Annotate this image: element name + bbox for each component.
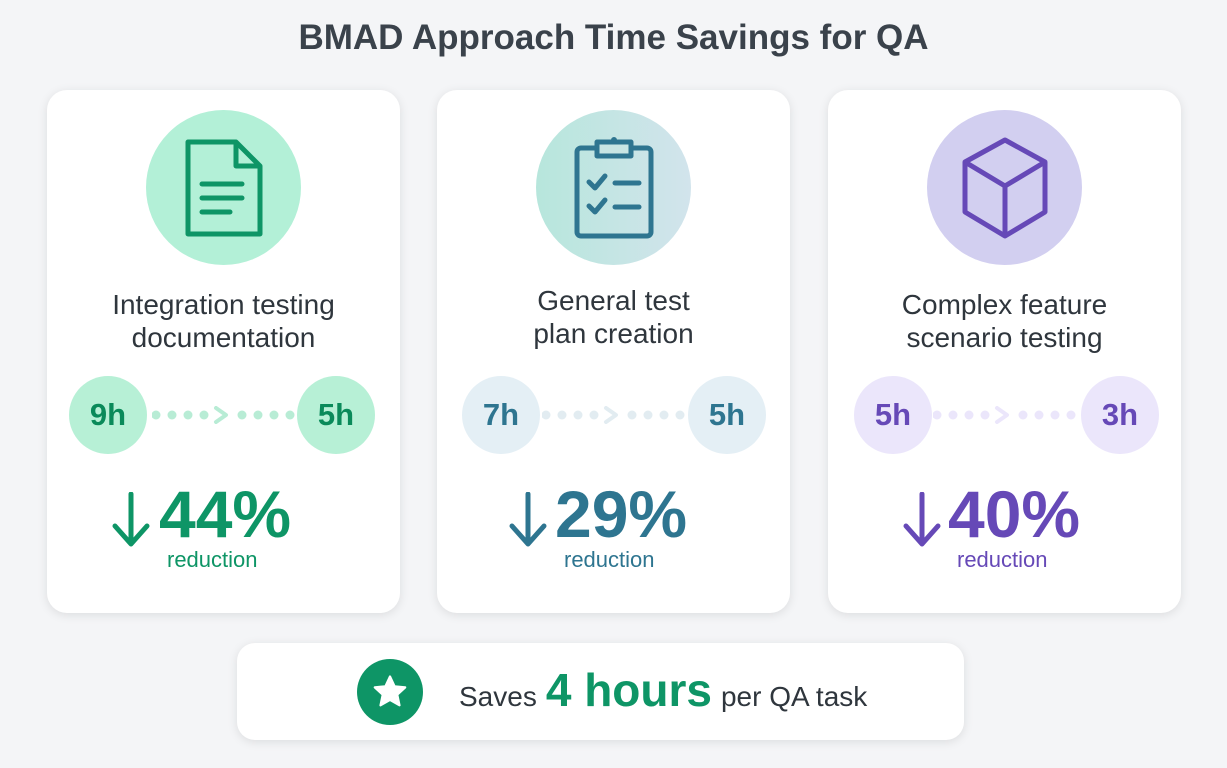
card-label-line: General test	[537, 285, 690, 316]
card-test-plan: General test plan creation 7h 5h 29% red…	[437, 90, 790, 613]
time-before-badge: 9h	[69, 376, 147, 454]
progress-arrow-icon	[542, 406, 685, 424]
document-icon	[185, 139, 262, 236]
time-after-badge: 5h	[297, 376, 375, 454]
card-label-line: Complex feature	[901, 289, 1108, 320]
card-label: Complex feature scenario testing	[848, 288, 1161, 354]
card-complex-feature: Complex feature scenario testing 5h 3h 4…	[828, 90, 1181, 613]
card-label-line: plan creation	[533, 318, 694, 349]
reduction-value: 40%	[948, 477, 1081, 551]
star-icon	[373, 675, 407, 707]
icon-circle	[146, 110, 301, 265]
icon-circle	[927, 110, 1082, 265]
progress-arrow-icon	[152, 406, 295, 424]
down-arrow-icon	[509, 492, 547, 547]
cube-icon	[962, 137, 1047, 238]
down-arrow-icon	[903, 492, 941, 547]
reduction-block: 44% reduction	[47, 480, 400, 590]
card-integration-testing: Integration testing documentation 9h 5h …	[47, 90, 400, 613]
time-before-badge: 5h	[854, 376, 932, 454]
card-label-line: documentation	[131, 322, 316, 353]
summary-banner: Saves 4 hours per QA task	[237, 643, 964, 740]
summary-suffix: per QA task	[720, 681, 868, 712]
card-label-line: scenario testing	[906, 322, 1103, 353]
icon-circle	[536, 110, 691, 265]
summary-highlight: 4 hours	[545, 664, 712, 716]
summary-text: Saves 4 hours per QA task	[459, 663, 867, 723]
clipboard-checklist-icon	[574, 136, 653, 238]
reduction-block: 40% reduction	[828, 480, 1181, 590]
card-label: General test plan creation	[457, 284, 770, 350]
time-after-badge: 3h	[1081, 376, 1159, 454]
summary-prefix: Saves	[459, 681, 537, 712]
page-title: BMAD Approach Time Savings for QA	[298, 18, 929, 57]
card-label: Integration testing documentation	[67, 288, 380, 354]
progress-arrow-icon	[933, 406, 1076, 424]
reduction-label: reduction	[564, 547, 655, 572]
reduction-label: reduction	[957, 547, 1048, 572]
time-after-badge: 5h	[688, 376, 766, 454]
reduction-value: 44%	[159, 477, 292, 551]
star-badge	[357, 659, 423, 725]
card-label-line: Integration testing	[112, 289, 335, 320]
time-before-badge: 7h	[462, 376, 540, 454]
reduction-block: 29% reduction	[437, 480, 790, 590]
reduction-value: 29%	[555, 477, 688, 551]
down-arrow-icon	[112, 492, 150, 547]
reduction-label: reduction	[167, 547, 258, 572]
